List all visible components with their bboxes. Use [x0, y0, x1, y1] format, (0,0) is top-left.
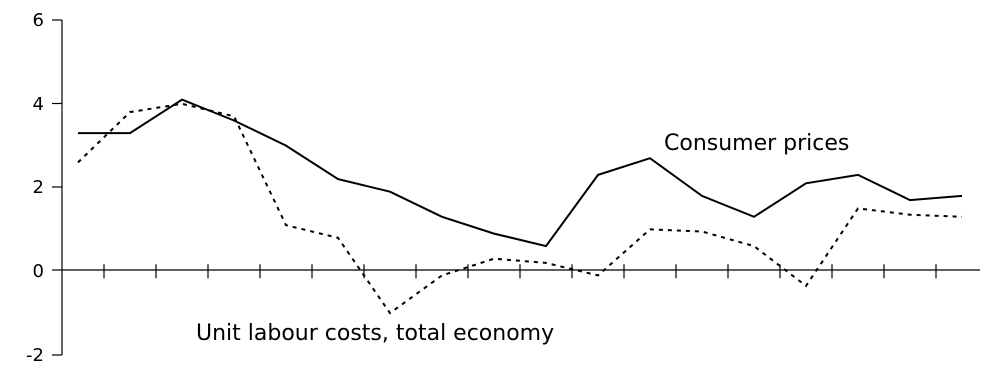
y-tick-label: 0: [33, 261, 44, 282]
series-label-unit-labour-costs: Unit labour costs, total economy: [196, 321, 554, 346]
series-label-consumer-prices: Consumer prices: [664, 131, 849, 156]
x-ticks: [103, 264, 937, 279]
y-tick-label: -2: [26, 345, 44, 366]
y-tick-labels: 6 4 2 0 -2: [26, 10, 44, 366]
y-tick-label: 6: [33, 10, 44, 31]
y-ticks: [52, 19, 62, 356]
y-tick-label: 4: [33, 94, 44, 115]
series-line-consumer-prices: [78, 98, 963, 248]
y-tick-label: 2: [33, 177, 44, 198]
